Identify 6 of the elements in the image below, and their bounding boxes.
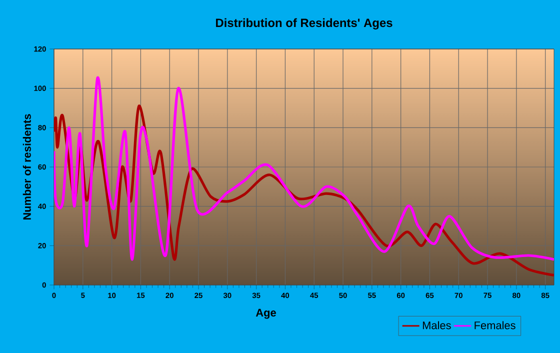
chart-title: Distribution of Residents' Ages bbox=[216, 18, 392, 30]
legend-label: Females bbox=[474, 321, 516, 330]
line-series bbox=[54, 77, 554, 261]
x-axis-title: Age bbox=[256, 308, 276, 319]
legend-label: Males bbox=[422, 321, 451, 330]
y-axis-title: Number of residents bbox=[22, 114, 31, 220]
